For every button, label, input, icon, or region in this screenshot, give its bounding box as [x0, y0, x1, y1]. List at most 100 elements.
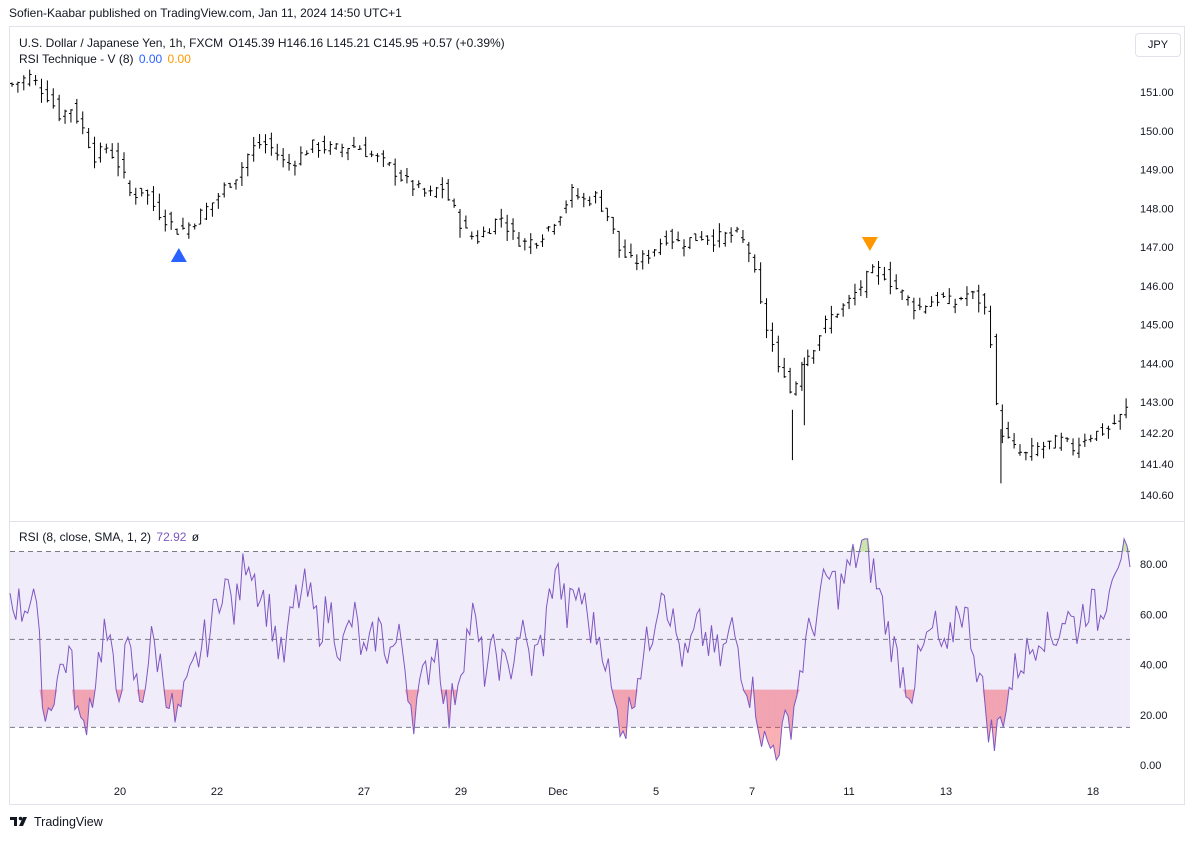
ohlc-bar: [770, 322, 775, 352]
oversold-fill: [631, 689, 635, 709]
ohlc-bar: [693, 233, 698, 242]
ohlc-bar: [127, 180, 132, 197]
price-axis-label: 144.00: [1140, 358, 1174, 370]
ohlc-bar: [375, 153, 380, 163]
oversold-fill: [623, 689, 626, 739]
oversold-fill: [997, 689, 1001, 720]
oversold-fill: [634, 689, 638, 707]
ohlc-bar: [216, 192, 221, 209]
oversold-fill: [440, 689, 444, 704]
ohlc-bar: [699, 231, 704, 241]
footer-brand[interactable]: TradingView: [34, 815, 103, 829]
ohlc-bar: [186, 222, 191, 239]
ohlc-bar: [304, 150, 309, 156]
ohlc-bar: [1100, 423, 1105, 436]
ohlc-bar: [434, 187, 439, 198]
indicator-name[interactable]: RSI Technique - V (8): [19, 52, 134, 66]
ohlc-bar: [387, 161, 392, 167]
pane-divider[interactable]: [9, 521, 1185, 522]
ohlc-bar: [416, 180, 421, 189]
ohlc-bar: [511, 218, 516, 240]
ohlc-bar: [363, 136, 368, 158]
ohlc-bar: [133, 187, 138, 205]
oversold-fill: [42, 689, 46, 722]
oversold-fill: [89, 689, 93, 708]
overbought-fill: [1124, 538, 1128, 552]
oversold-fill: [45, 689, 49, 722]
price-axis-label: 143.00: [1140, 397, 1174, 409]
currency-button[interactable]: JPY: [1135, 33, 1181, 57]
main-legend: U.S. Dollar / Japanese Yen, 1h, FXCM O14…: [19, 36, 507, 50]
price-pane: [10, 69, 1129, 484]
ohlc-bar: [947, 288, 952, 305]
ohlc-bar: [1112, 414, 1117, 425]
ohlc-bar: [664, 230, 669, 246]
ohlc-bar: [86, 128, 91, 149]
oversold-fill: [776, 689, 780, 760]
ohlc-bar: [776, 335, 781, 373]
ohlc-bar: [858, 280, 863, 297]
ohlc-bar: [275, 143, 280, 161]
legend-symbol[interactable]: U.S. Dollar / Japanese Yen, 1h, FXCM: [19, 36, 224, 50]
ohlc-bar: [234, 179, 238, 190]
rsi-axis-label: 0.00: [1140, 760, 1161, 772]
ohlc-bar: [292, 160, 297, 176]
ohlc-bar: [222, 182, 227, 198]
ohlc-bar: [970, 290, 975, 300]
oversold-fill: [758, 689, 762, 747]
ohlc-bar: [428, 185, 433, 197]
ohlc-bar: [941, 292, 946, 298]
rsi-name[interactable]: RSI (8, close, SMA, 1, 2): [19, 530, 152, 544]
oversold-fill: [74, 689, 78, 710]
ohlc-bar: [169, 211, 174, 230]
ohlc-bar: [493, 218, 498, 235]
ohlc-bar: [870, 264, 875, 274]
ohlc-bar: [316, 142, 321, 158]
ohlc-bar: [935, 291, 940, 307]
legend-ohlc: O145.39 H146.16 L145.21 C145.95 +0.57 (+…: [228, 36, 505, 50]
ohlc-bar: [1118, 413, 1123, 430]
ohlc-bar: [39, 78, 44, 103]
ohlc-bar: [1059, 432, 1064, 451]
price-axis-label: 148.00: [1140, 203, 1174, 215]
ohlc-bar: [298, 146, 303, 166]
price-axis-label: 140.60: [1140, 490, 1174, 502]
ohlc-bar: [552, 223, 557, 235]
ohlc-bar: [1012, 433, 1017, 449]
ohlc-bar: [676, 231, 681, 242]
ohlc-bar: [611, 216, 616, 234]
ohlc-bar: [1082, 433, 1087, 447]
ohlc-bar: [735, 226, 740, 233]
ohlc-bar: [587, 196, 592, 207]
time-axis-label: 20: [114, 786, 126, 798]
ohlc-bar: [204, 202, 209, 221]
rsi-axis-label: 60.00: [1140, 609, 1168, 621]
rsi-pane: [9, 537, 1131, 762]
oversold-fill: [122, 689, 125, 691]
ohlc-bar: [682, 239, 686, 257]
ohlc-bar: [994, 333, 999, 406]
oversold-fill: [988, 689, 992, 743]
ohlc-bar: [92, 136, 97, 169]
ohlc-bar: [900, 289, 905, 300]
ohlc-bar: [894, 274, 899, 290]
oversold-fill: [764, 689, 768, 741]
price-axis-label: 147.00: [1140, 242, 1174, 254]
ohlc-bar: [953, 298, 958, 314]
ohlc-bar: [481, 226, 486, 238]
ohlc-bar: [835, 313, 840, 318]
price-axis-label: 149.00: [1140, 165, 1174, 177]
publisher-caption: Sofien-Kaabar published on TradingView.c…: [9, 6, 402, 20]
ohlc-bar: [1071, 438, 1076, 456]
ohlc-bar: [640, 250, 645, 270]
ohlc-bar: [175, 228, 180, 235]
ohlc-bar: [711, 229, 716, 252]
ohlc-bar: [959, 296, 964, 301]
rsi-axis-label: 20.00: [1140, 710, 1168, 722]
ohlc-bar: [1029, 437, 1034, 461]
ohlc-bar: [269, 132, 274, 156]
ohlc-bar: [623, 239, 628, 258]
tradingview-logo-icon: [10, 816, 27, 826]
ohlc-bar: [145, 189, 150, 205]
